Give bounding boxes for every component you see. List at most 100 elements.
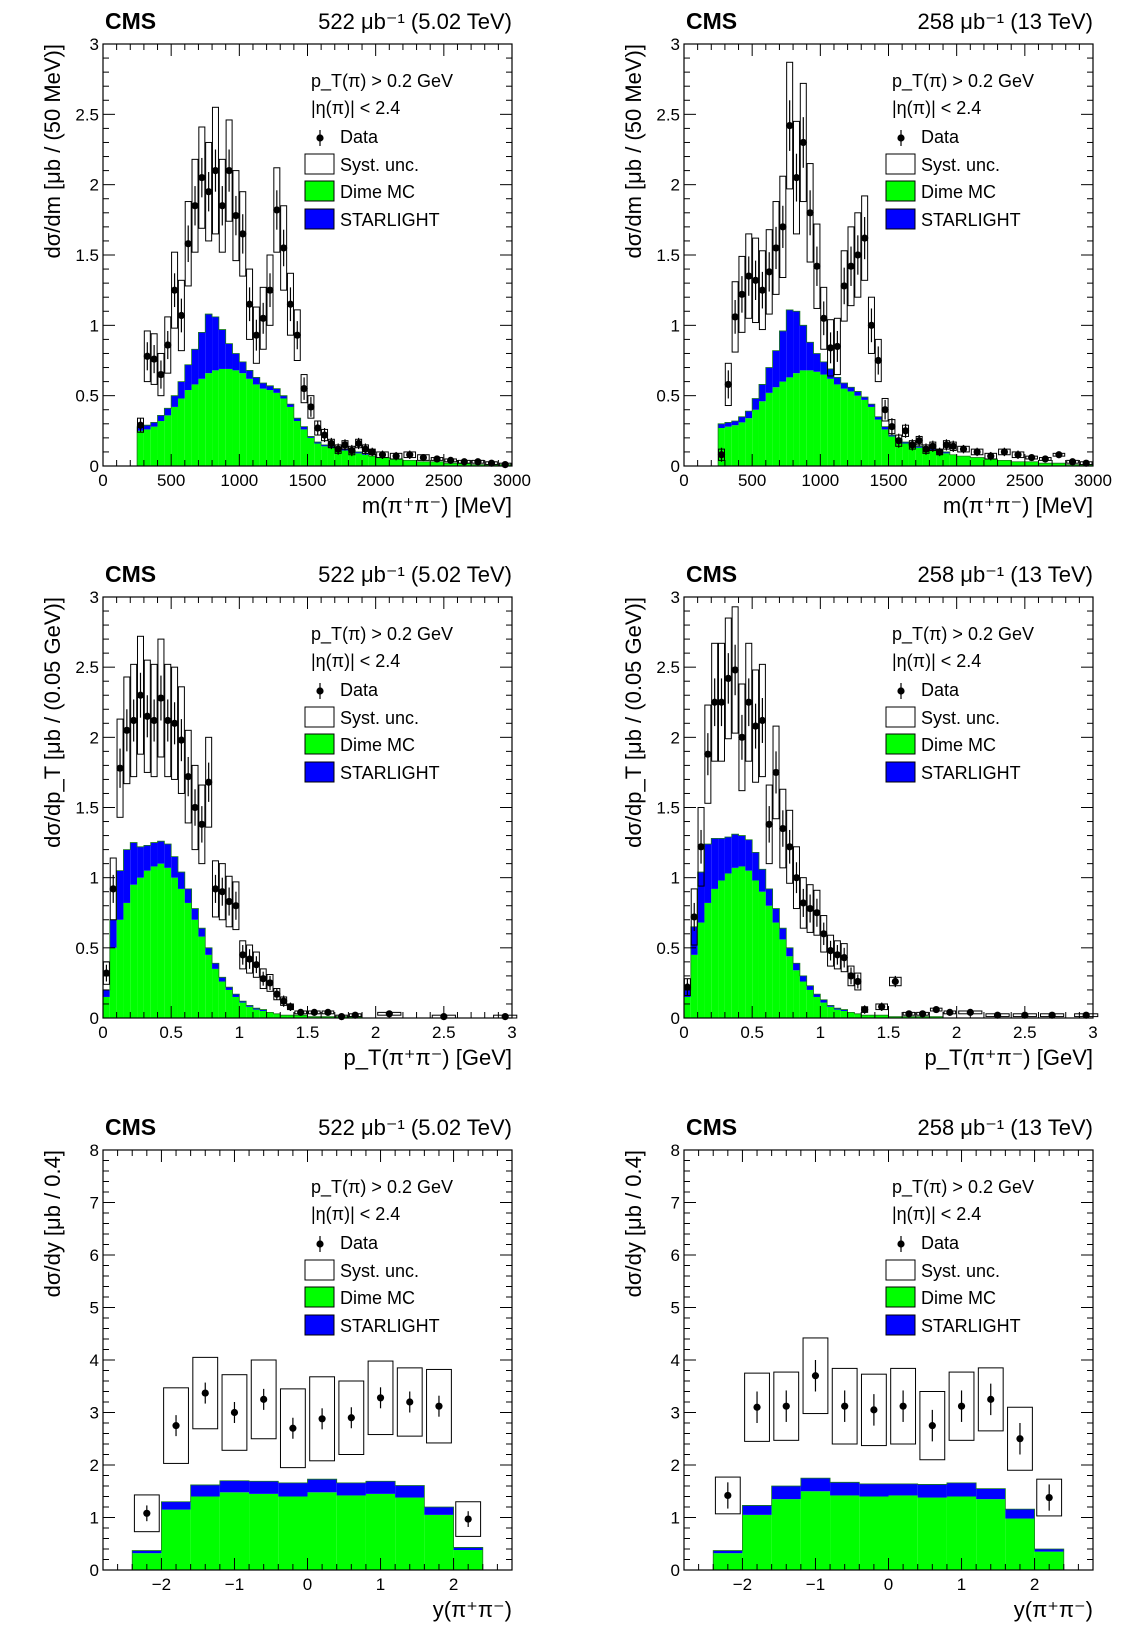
data-point xyxy=(307,403,315,411)
starlight-bar xyxy=(793,963,800,971)
starlight-bar xyxy=(171,395,178,407)
data-point xyxy=(327,439,335,448)
data-point xyxy=(922,445,930,453)
data-point xyxy=(724,674,732,682)
data-point xyxy=(252,961,260,969)
dime-mc-bar xyxy=(321,1016,335,1018)
dime-mc-bar xyxy=(307,1016,322,1018)
dime-mc-bar xyxy=(697,922,705,1018)
starlight-bar xyxy=(765,888,773,906)
x-tick-label: 2 xyxy=(1030,1575,1039,1594)
syst-unc-box xyxy=(744,1372,770,1442)
data-point xyxy=(765,820,773,828)
data-point xyxy=(690,913,698,921)
starlight-bar xyxy=(704,843,712,903)
dime-mc-bar xyxy=(246,1006,253,1018)
dime-mc-bar xyxy=(171,406,178,466)
data-point xyxy=(1016,1435,1024,1443)
data-point xyxy=(1055,451,1063,459)
dime-mc-bar xyxy=(820,374,828,466)
starlight-bar xyxy=(132,1550,162,1554)
starlight-bar xyxy=(799,325,807,371)
starlight-bar xyxy=(861,397,869,400)
data-point xyxy=(150,716,158,725)
y-axis-title: dσ/dy [μb / 0.4] xyxy=(621,1150,646,1297)
starlight-bar xyxy=(724,836,732,874)
data-point xyxy=(184,773,192,781)
data-point xyxy=(109,885,117,893)
starlight-bar xyxy=(177,381,185,399)
starlight-bar xyxy=(806,342,814,371)
starlight-bar xyxy=(259,383,267,389)
legend-item-label: Data xyxy=(921,680,960,700)
starlight-bar xyxy=(917,1484,947,1498)
x-axis-title: y(π⁺π⁻) xyxy=(433,1597,512,1622)
eta-cut-label: |η(π)| < 2.4 xyxy=(311,98,400,118)
dime-mc-bar xyxy=(813,371,821,466)
data-point xyxy=(867,321,876,329)
data-point xyxy=(772,244,780,252)
data-point xyxy=(157,370,165,379)
dime-mc-bar xyxy=(854,395,862,466)
cms-label: CMS xyxy=(105,8,156,34)
x-tick-label: 1500 xyxy=(289,471,327,490)
dime-mc-bar xyxy=(713,1553,743,1570)
dime-mc-bar xyxy=(830,1495,860,1570)
dime-mc-bar xyxy=(143,429,151,466)
data-point xyxy=(419,453,427,462)
starlight-bar xyxy=(713,1550,743,1554)
dime-mc-bar xyxy=(157,863,165,1018)
dime-mc-bar xyxy=(184,390,192,466)
legend-item-label: Syst. unc. xyxy=(340,1261,419,1281)
data-point xyxy=(1068,458,1077,466)
dime-mc-bar xyxy=(771,1499,801,1570)
starlight-bar xyxy=(697,872,705,923)
dime-mc-bar xyxy=(161,1509,191,1570)
data-point xyxy=(683,983,692,991)
dime-mc-bar xyxy=(758,401,766,466)
data-point xyxy=(987,452,995,460)
dime-mc-bar xyxy=(946,1496,977,1570)
legend-data-marker xyxy=(316,687,324,695)
data-point xyxy=(191,803,199,812)
starlight-bar xyxy=(745,839,753,871)
starlight-bar xyxy=(453,1547,483,1551)
data-point xyxy=(973,448,981,456)
data-point xyxy=(259,975,267,983)
y-tick-label: 3 xyxy=(90,35,99,54)
x-tick-label: 2.5 xyxy=(1013,1023,1037,1042)
dime-mc-bar xyxy=(273,392,281,466)
data-point xyxy=(1082,459,1090,467)
data-point xyxy=(435,1402,443,1410)
dime-mc-bar xyxy=(424,1514,454,1570)
syst-unc-box xyxy=(279,1388,306,1469)
data-point xyxy=(874,356,882,365)
dime-mc-bar xyxy=(704,902,712,1018)
dime-mc-bar xyxy=(307,1492,337,1570)
dime-mc-bar xyxy=(109,947,117,1018)
x-axis-title: y(π⁺π⁻) xyxy=(1014,1597,1093,1622)
data-point xyxy=(1014,451,1022,459)
starlight-bar xyxy=(731,420,739,426)
dime-mc-bar xyxy=(103,996,110,1018)
starlight-bar xyxy=(786,309,794,378)
starlight-bar xyxy=(718,423,725,429)
dime-mc-bar xyxy=(854,1013,862,1018)
starlight-bar xyxy=(232,353,240,371)
y-tick-label: 3 xyxy=(90,588,99,607)
data-point xyxy=(273,206,281,214)
legend-data-marker xyxy=(316,1240,324,1248)
starlight-bar xyxy=(758,384,766,402)
starlight-bar xyxy=(752,852,759,881)
data-point xyxy=(136,691,145,699)
starlight-bar xyxy=(293,418,301,421)
data-point xyxy=(711,698,719,706)
legend-item-label: Dime MC xyxy=(921,1288,996,1308)
starlight-bar xyxy=(840,1009,848,1011)
data-point xyxy=(840,954,848,962)
x-tick-label: 2 xyxy=(449,1575,458,1594)
data-point xyxy=(813,909,821,917)
starlight-bar xyxy=(177,872,185,889)
data-point xyxy=(888,423,896,431)
dime-mc-bar xyxy=(293,420,301,466)
